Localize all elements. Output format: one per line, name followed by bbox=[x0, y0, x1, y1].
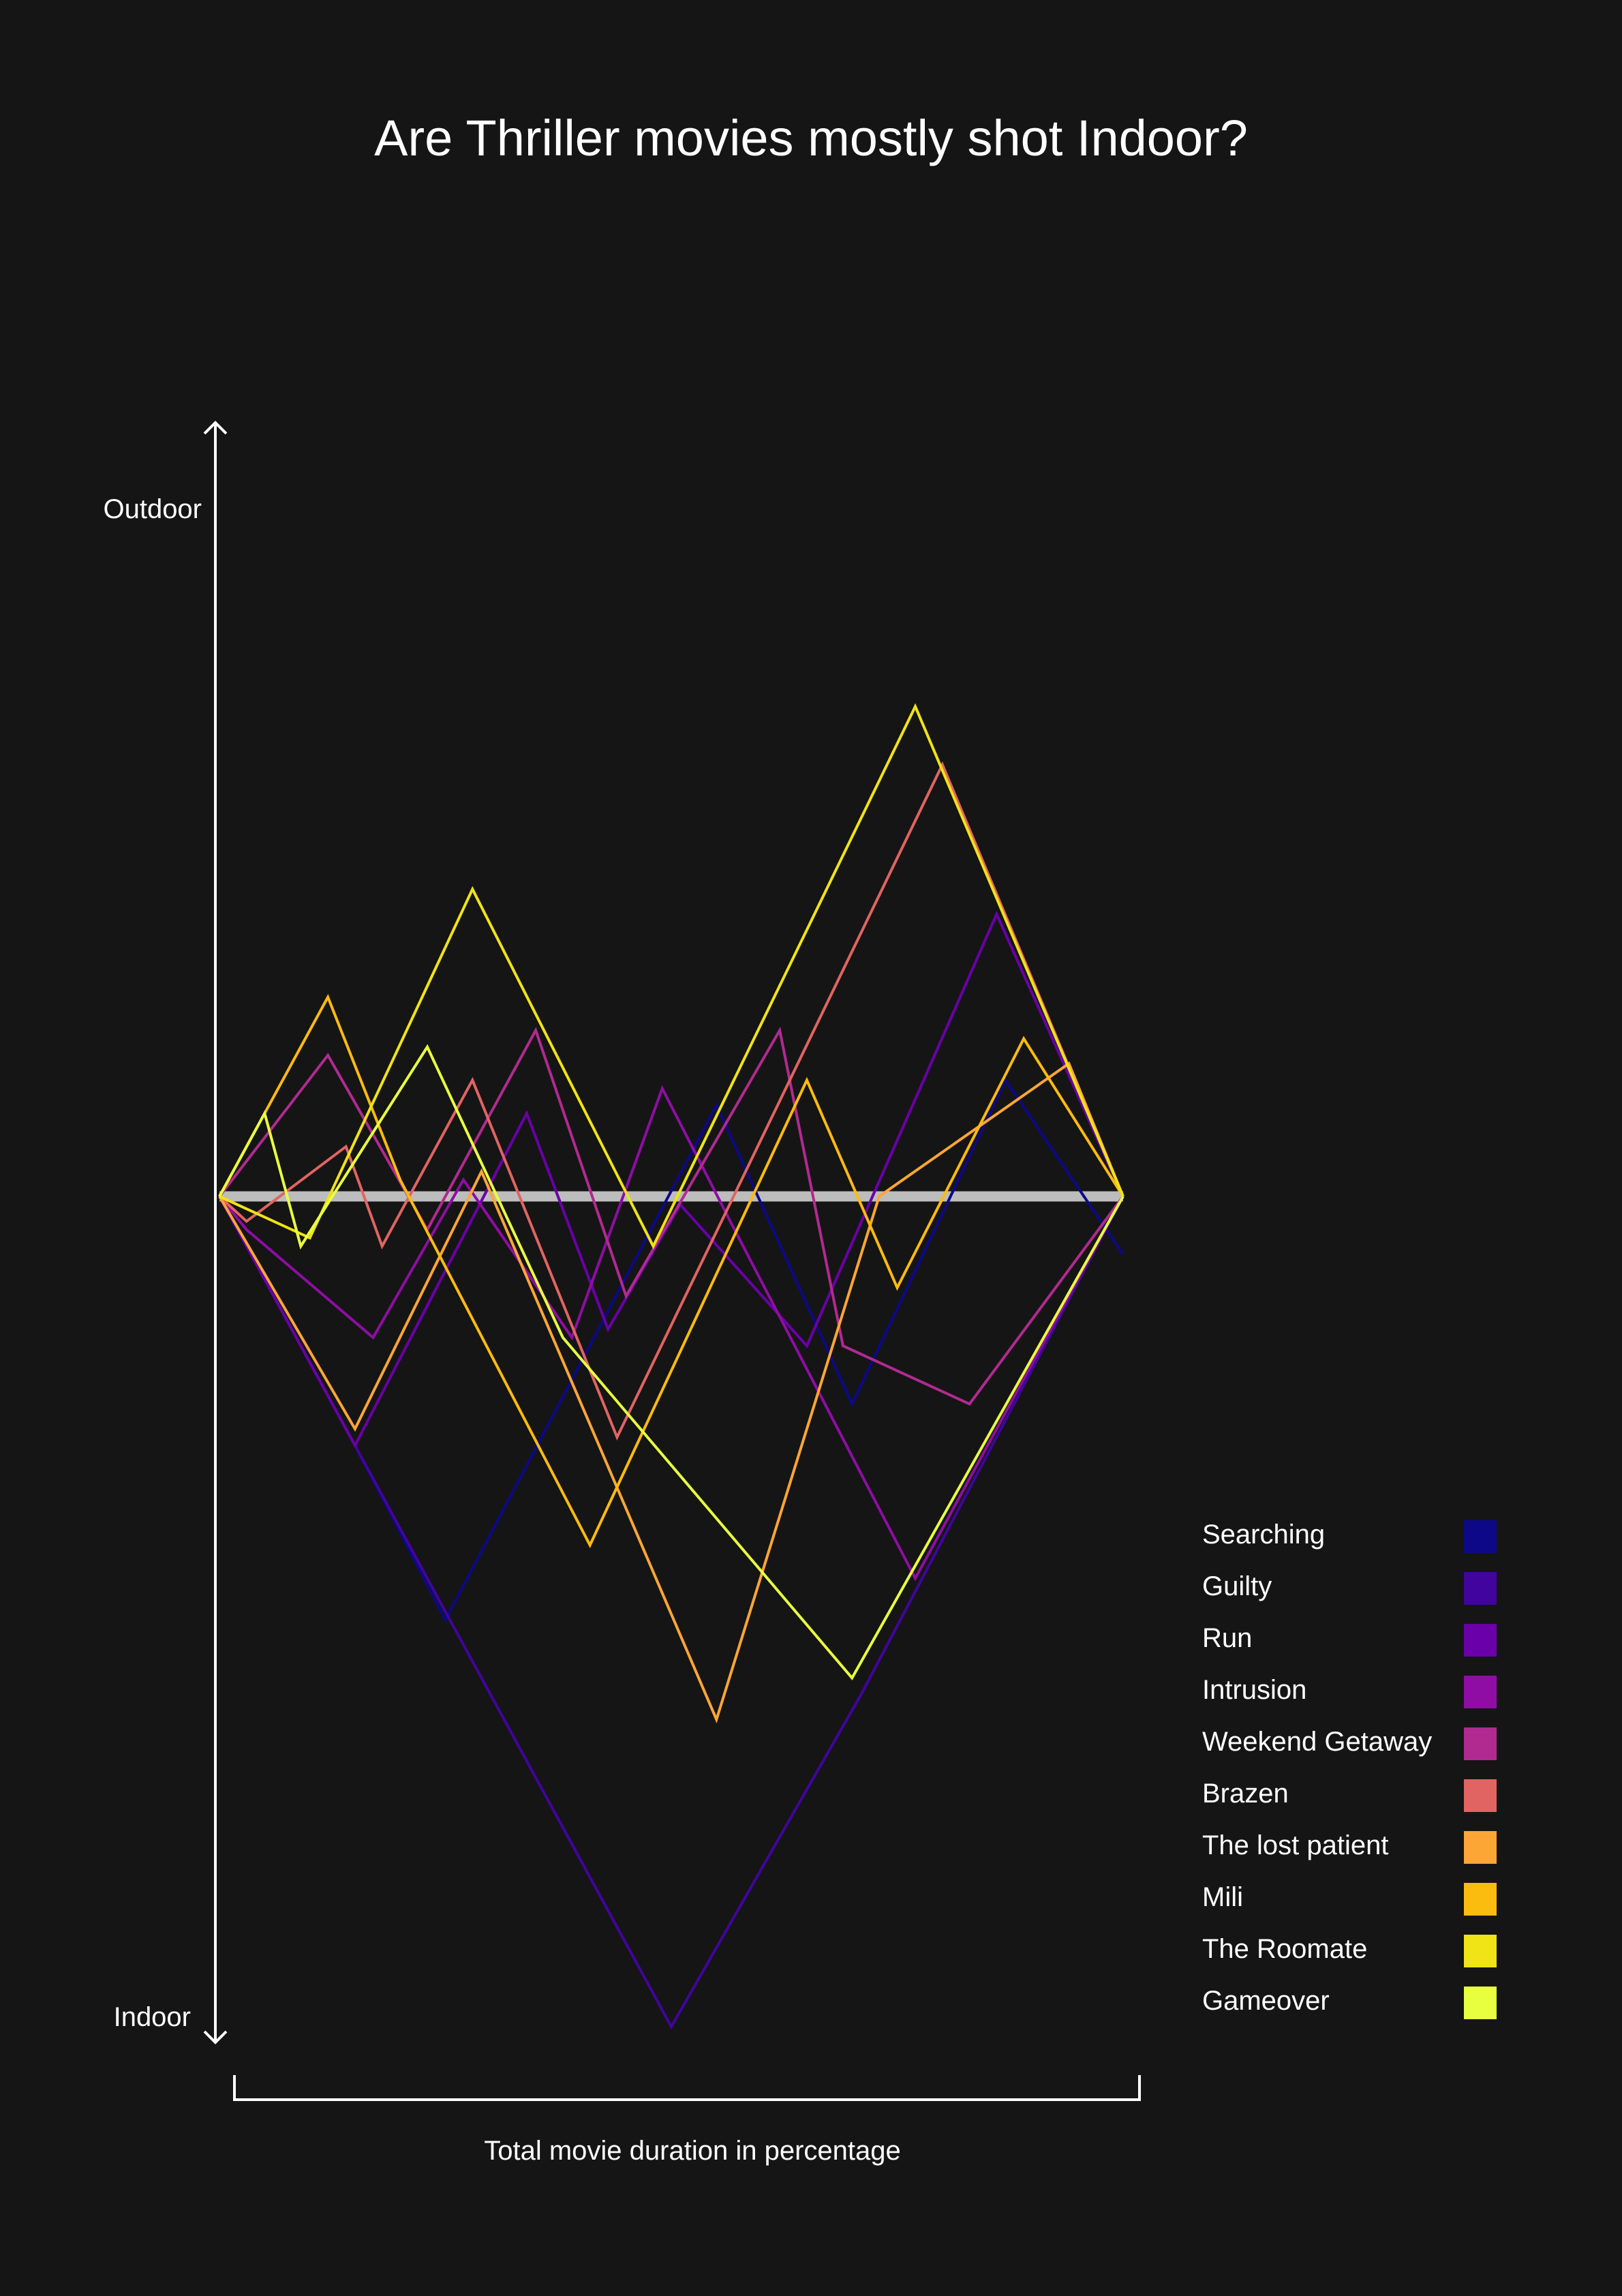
legend-swatch bbox=[1464, 1883, 1497, 1916]
legend-swatch bbox=[1464, 1727, 1497, 1760]
legend-swatch bbox=[1464, 1779, 1497, 1812]
legend-label: Searching bbox=[1202, 1520, 1325, 1550]
legend-item: Intrusion bbox=[1202, 1675, 1497, 1708]
series-line-3 bbox=[218, 1085, 1124, 1582]
legend-label: Guilty bbox=[1202, 1571, 1272, 1601]
legend-item: The Roomate bbox=[1202, 1934, 1497, 1967]
legend-item: Run bbox=[1202, 1623, 1497, 1657]
x-axis-label: Total movie duration in percentage bbox=[484, 2136, 900, 2166]
y-axis-arrow-up-icon bbox=[203, 421, 228, 435]
legend-swatch bbox=[1464, 1520, 1497, 1553]
legend-label: Mili bbox=[1202, 1882, 1243, 1912]
series-line-4 bbox=[218, 1026, 1124, 1406]
x-axis-bracket: Total movie duration in percentage bbox=[233, 2075, 1141, 2166]
legend-label: Run bbox=[1202, 1623, 1252, 1653]
legend-label: Brazen bbox=[1202, 1779, 1289, 1809]
legend: Searching Guilty Run Intrusion Weekend Getaw… bbox=[1202, 1520, 1497, 2019]
series-line-2 bbox=[218, 910, 1124, 1449]
legend-swatch bbox=[1464, 1624, 1497, 1657]
series-line-6 bbox=[218, 1061, 1124, 1724]
series-line-8 bbox=[219, 703, 1124, 1250]
legend-swatch bbox=[1464, 1935, 1497, 1967]
legend-label: Gameover bbox=[1202, 1986, 1330, 2016]
y-top-label: Outdoor bbox=[103, 494, 202, 524]
y-axis-arrow-down-icon bbox=[203, 2030, 228, 2044]
legend-swatch bbox=[1464, 1831, 1497, 1864]
legend-item: The lost patient bbox=[1202, 1830, 1497, 1864]
chart-title: Are Thriller movies mostly shot Indoor? bbox=[374, 110, 1248, 166]
legend-swatch bbox=[1464, 1572, 1497, 1605]
legend-item: Gameover bbox=[1202, 1986, 1497, 2019]
y-bottom-label: Indoor bbox=[114, 2002, 191, 2032]
legend-item: Searching bbox=[1202, 1520, 1497, 1553]
legend-label: Intrusion bbox=[1202, 1675, 1306, 1705]
legend-item: Brazen bbox=[1202, 1779, 1497, 1812]
legend-label: The Roomate bbox=[1202, 1934, 1367, 1964]
legend-label: The lost patient bbox=[1202, 1830, 1389, 1860]
series-layer bbox=[218, 703, 1124, 2030]
series-line-5 bbox=[218, 761, 1124, 1441]
legend-label: Weekend Getaway bbox=[1202, 1727, 1432, 1757]
series-line-7 bbox=[218, 993, 1124, 1549]
legend-item: Guilty bbox=[1202, 1571, 1497, 1605]
legend-item: Mili bbox=[1202, 1882, 1497, 1916]
legend-item: Weekend Getaway bbox=[1202, 1727, 1497, 1760]
series-line-9 bbox=[218, 1044, 1124, 1680]
x-axis-bracket-line bbox=[233, 2075, 1141, 2101]
legend-swatch bbox=[1464, 1676, 1497, 1708]
y-axis: Outdoor Indoor bbox=[103, 421, 228, 2044]
legend-swatch bbox=[1464, 1987, 1497, 2019]
